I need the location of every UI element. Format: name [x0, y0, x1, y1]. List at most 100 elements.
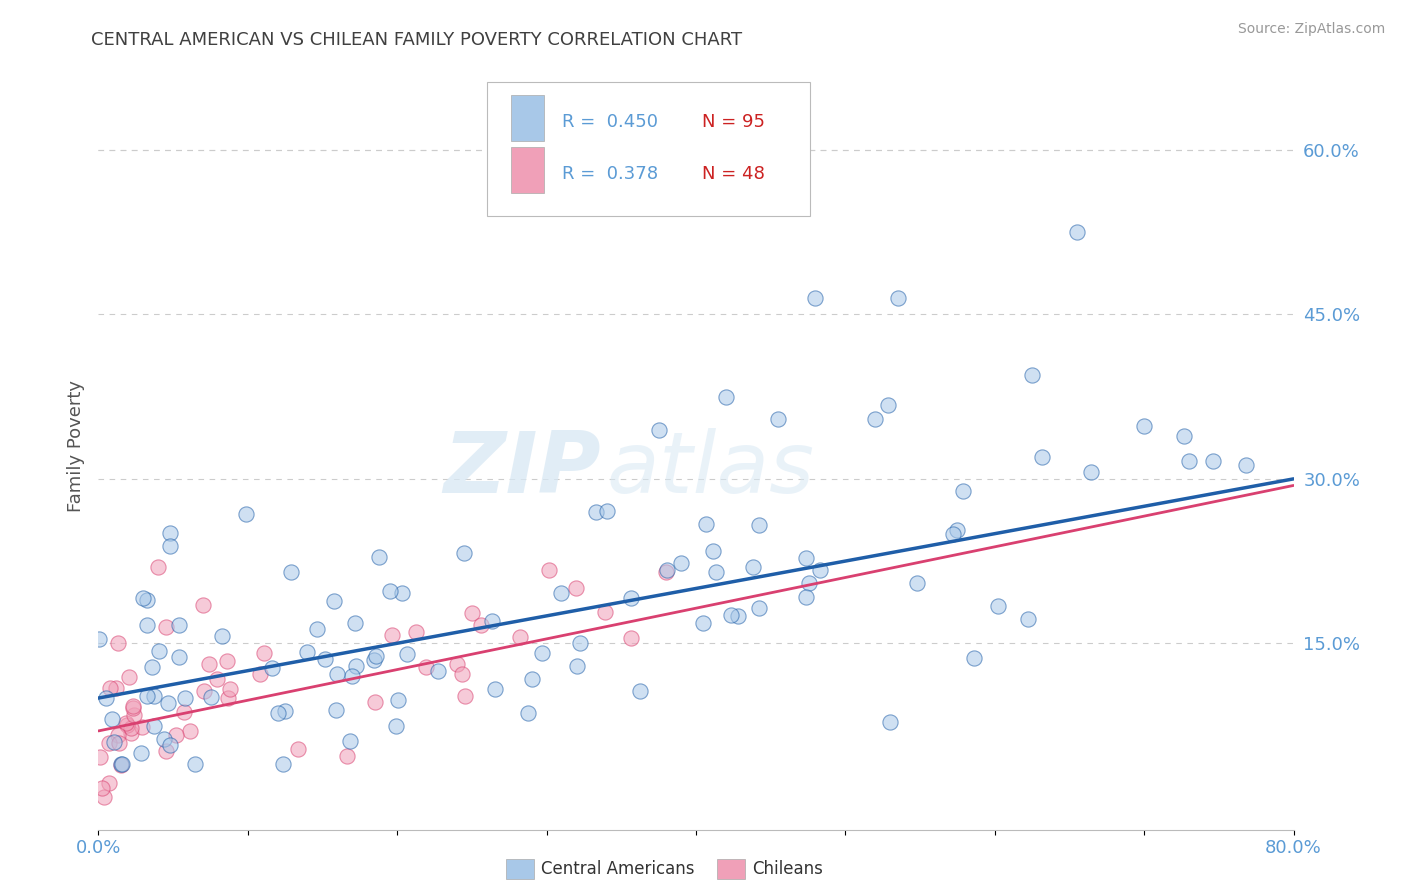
Point: [322, 594, 344, 608]
Point: [159, 739, 181, 753]
Point: [336, 748, 359, 763]
Point: [267, 706, 290, 721]
Point: [1173, 428, 1195, 442]
Text: Central Americans: Central Americans: [541, 860, 695, 878]
Point: [253, 646, 276, 660]
Point: [879, 714, 901, 729]
Point: [101, 712, 124, 726]
Point: [274, 704, 297, 718]
Point: [141, 660, 163, 674]
Text: ZIP: ZIP: [443, 427, 600, 510]
Point: [537, 563, 560, 577]
Text: N = 95: N = 95: [702, 113, 765, 131]
Text: CENTRAL AMERICAN VS CHILEAN FAMILY POVERTY CORRELATION CHART: CENTRAL AMERICAN VS CHILEAN FAMILY POVER…: [91, 31, 742, 49]
Point: [280, 565, 302, 579]
Point: [136, 618, 159, 632]
Point: [271, 756, 294, 771]
Point: [387, 693, 409, 707]
Point: [1177, 454, 1199, 468]
Point: [695, 516, 717, 531]
Point: [307, 622, 329, 636]
Point: [120, 726, 142, 740]
Point: [118, 670, 141, 684]
Point: [173, 705, 195, 719]
Point: [727, 608, 749, 623]
Point: [877, 398, 900, 412]
Point: [96, 690, 118, 705]
Point: [136, 593, 159, 607]
Point: [122, 701, 145, 715]
Point: [550, 586, 572, 600]
Point: [155, 620, 177, 634]
Point: [122, 708, 145, 723]
Point: [314, 652, 336, 666]
Point: [211, 629, 233, 643]
Point: [193, 684, 215, 698]
Point: [702, 544, 724, 558]
Point: [363, 695, 385, 709]
Text: atlas: atlas: [606, 427, 814, 510]
Point: [173, 691, 195, 706]
FancyBboxPatch shape: [510, 95, 544, 142]
Point: [567, 658, 589, 673]
Text: Source: ZipAtlas.com: Source: ZipAtlas.com: [1237, 22, 1385, 37]
Point: [260, 661, 283, 675]
Point: [669, 556, 692, 570]
Point: [205, 673, 228, 687]
Point: [595, 504, 617, 518]
Point: [191, 598, 214, 612]
Point: [198, 657, 221, 671]
Point: [148, 559, 170, 574]
Point: [108, 736, 131, 750]
Point: [453, 546, 475, 560]
Point: [1202, 454, 1225, 468]
Point: [105, 681, 128, 695]
Point: [367, 550, 389, 565]
Point: [530, 646, 553, 660]
Point: [454, 690, 477, 704]
Point: [427, 665, 450, 679]
Point: [720, 608, 742, 623]
Point: [704, 565, 727, 579]
Point: [98, 681, 121, 695]
Point: [217, 690, 239, 705]
Point: [517, 706, 540, 721]
Point: [97, 775, 120, 789]
Point: [509, 630, 531, 644]
Point: [131, 720, 153, 734]
Y-axis label: Family Poverty: Family Poverty: [66, 380, 84, 512]
Point: [87, 632, 110, 647]
Point: [122, 698, 145, 713]
Point: [165, 728, 187, 742]
Point: [395, 647, 418, 661]
Text: R =  0.378: R = 0.378: [562, 165, 658, 183]
Point: [110, 756, 132, 771]
Point: [886, 291, 908, 305]
Point: [1031, 450, 1053, 465]
Point: [766, 411, 789, 425]
Point: [747, 517, 769, 532]
Point: [942, 527, 965, 541]
Point: [143, 690, 166, 704]
Point: [120, 721, 142, 735]
Point: [946, 523, 969, 537]
Point: [804, 291, 827, 305]
Point: [714, 390, 737, 404]
Point: [136, 689, 159, 703]
Point: [381, 628, 404, 642]
Point: [200, 690, 222, 704]
Point: [1236, 458, 1258, 472]
Point: [415, 660, 437, 674]
Point: [103, 735, 125, 749]
Point: [148, 644, 170, 658]
Point: [107, 728, 129, 742]
Point: [794, 551, 817, 566]
Point: [179, 724, 201, 739]
Point: [810, 563, 832, 577]
Point: [461, 606, 484, 620]
Point: [568, 636, 591, 650]
Point: [987, 599, 1010, 613]
Point: [346, 659, 368, 673]
Point: [470, 617, 492, 632]
Point: [1017, 612, 1039, 626]
